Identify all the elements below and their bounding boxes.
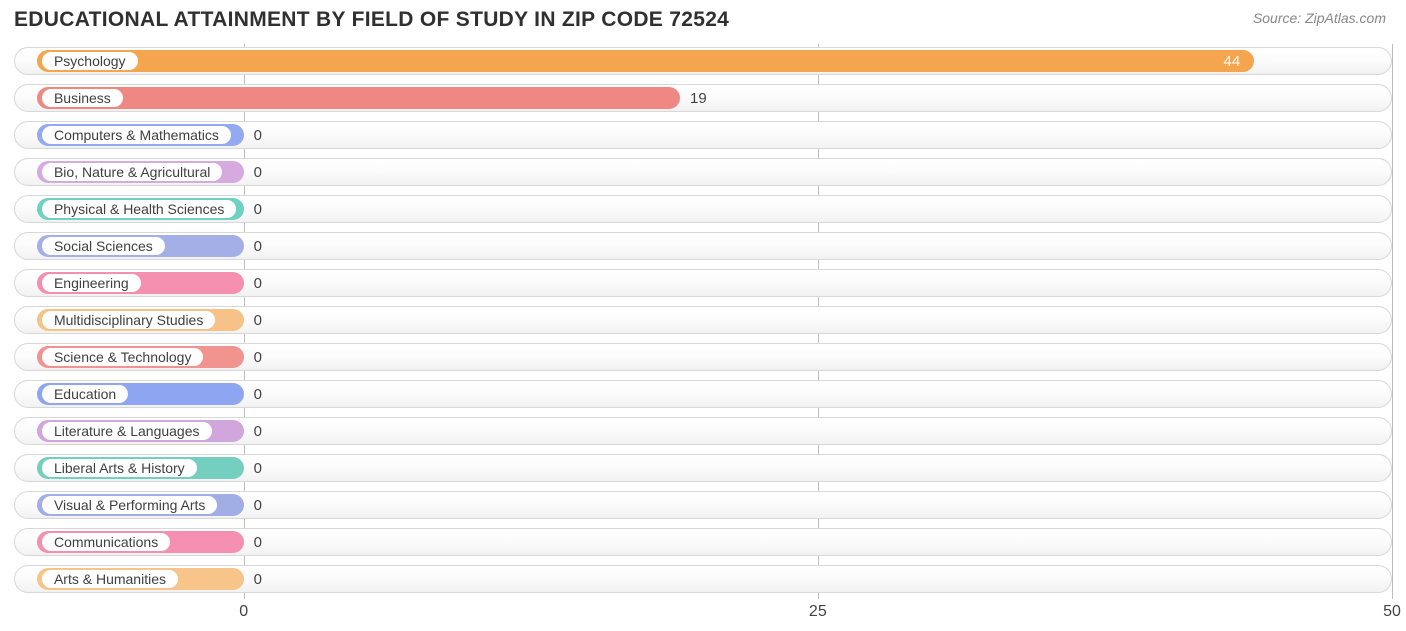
category-pill: Communications (42, 533, 170, 551)
value-label: 0 (254, 414, 262, 448)
x-axis-label: 25 (809, 603, 827, 621)
category-pill: Psychology (42, 52, 138, 70)
bar-row: Social Sciences 0 (14, 229, 1392, 263)
category-pill: Engineering (42, 274, 141, 292)
value-label: 0 (254, 451, 262, 485)
value-label: 0 (254, 118, 262, 152)
bar-row: Education 0 (14, 377, 1392, 411)
category-pill: Social Sciences (42, 237, 165, 255)
bar-row: Communications 0 (14, 525, 1392, 559)
value-label: 0 (254, 525, 262, 559)
value-label: 44 (1224, 44, 1241, 78)
bar-row: Bio, Nature & Agricultural 0 (14, 155, 1392, 189)
bar-row: Multidisciplinary Studies 0 (14, 303, 1392, 337)
gridline (1392, 44, 1393, 599)
value-label: 0 (254, 229, 262, 263)
category-pill: Visual & Performing Arts (42, 496, 217, 514)
category-pill: Arts & Humanities (42, 570, 178, 588)
x-axis: 02550 (14, 603, 1392, 625)
chart-title: EDUCATIONAL ATTAINMENT BY FIELD OF STUDY… (14, 8, 729, 32)
bar-row: Arts & Humanities 0 (14, 562, 1392, 596)
bar-row: Liberal Arts & History 0 (14, 451, 1392, 485)
value-label: 0 (254, 303, 262, 337)
bar-row: Visual & Performing Arts 0 (14, 488, 1392, 522)
bar (37, 50, 1254, 72)
value-label: 0 (254, 562, 262, 596)
bar-row: Science & Technology 0 (14, 340, 1392, 374)
category-pill: Bio, Nature & Agricultural (42, 163, 222, 181)
value-label: 0 (254, 266, 262, 300)
x-axis-label: 0 (239, 603, 248, 621)
value-label: 0 (254, 488, 262, 522)
bar (37, 87, 680, 109)
value-label: 19 (690, 81, 707, 115)
value-label: 0 (254, 340, 262, 374)
category-pill: Computers & Mathematics (42, 126, 231, 144)
bar-row: Physical & Health Sciences 0 (14, 192, 1392, 226)
chart-source: Source: ZipAtlas.com (1253, 8, 1386, 26)
value-label: 0 (254, 377, 262, 411)
chart-header: EDUCATIONAL ATTAINMENT BY FIELD OF STUDY… (0, 0, 1406, 36)
bar-row: Literature & Languages 0 (14, 414, 1392, 448)
category-pill: Physical & Health Sciences (42, 200, 236, 218)
category-pill: Business (42, 89, 123, 107)
bar-row: Engineering 0 (14, 266, 1392, 300)
category-pill: Literature & Languages (42, 422, 212, 440)
value-label: 0 (254, 192, 262, 226)
value-label: 0 (254, 155, 262, 189)
category-pill: Multidisciplinary Studies (42, 311, 215, 329)
category-pill: Liberal Arts & History (42, 459, 197, 477)
chart-area: Psychology44Business19Computers & Mathem… (14, 44, 1392, 599)
bar-row: Psychology 44 (14, 44, 1392, 78)
category-pill: Science & Technology (42, 348, 204, 366)
category-pill: Education (42, 385, 128, 403)
x-axis-label: 50 (1383, 603, 1401, 621)
bar-row: Business 19 (14, 81, 1392, 115)
bar-row: Computers & Mathematics 0 (14, 118, 1392, 152)
